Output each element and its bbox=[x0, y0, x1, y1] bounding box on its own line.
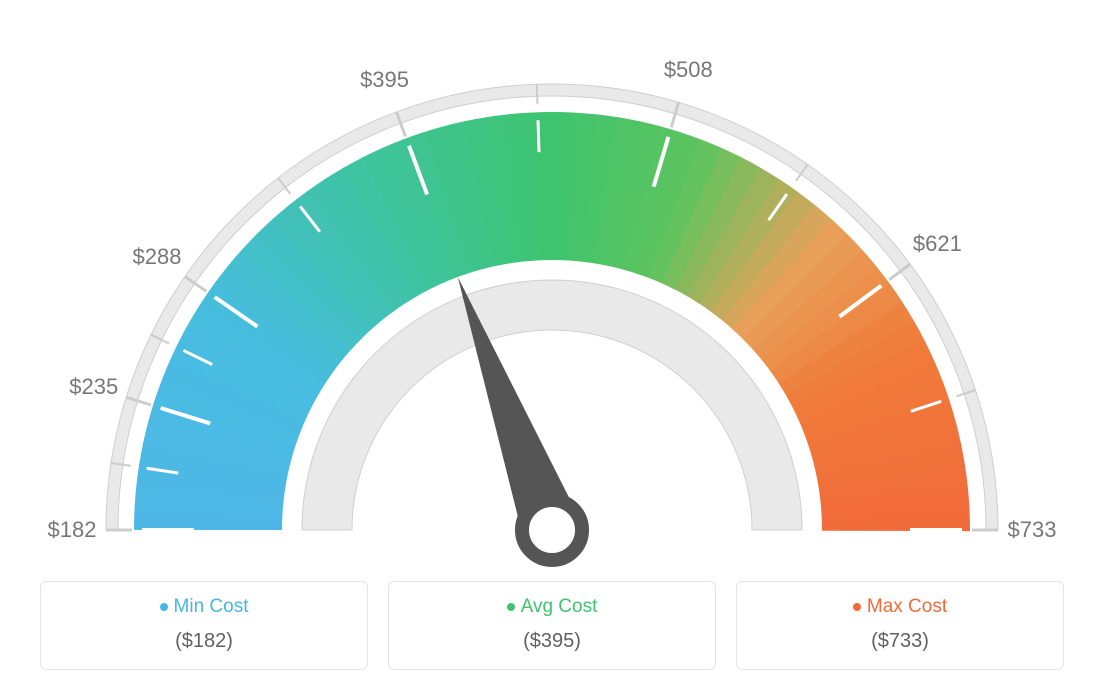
gauge-tick-label: $733 bbox=[1008, 517, 1057, 543]
legend-card-max: Max Cost ($733) bbox=[736, 581, 1064, 670]
gauge-tick-label: $621 bbox=[913, 231, 962, 257]
legend-label-avg: Avg Cost bbox=[521, 596, 598, 617]
legend-card-avg: Avg Cost ($395) bbox=[388, 581, 716, 670]
gauge-tick-label: $235 bbox=[69, 374, 118, 400]
legend-value-min: ($182) bbox=[51, 630, 357, 653]
cost-gauge-chart: $182 $235 $288 $395 $508 $621 $733 Min Cost ($… bbox=[0, 0, 1104, 690]
legend-card-min: Min Cost ($182) bbox=[40, 581, 368, 670]
gauge-tick-label: $508 bbox=[664, 57, 713, 83]
legend-value-avg: ($395) bbox=[399, 630, 705, 653]
dot-icon bbox=[160, 603, 168, 611]
legend-label-max: Max Cost bbox=[867, 596, 947, 617]
legend-label-min: Min Cost bbox=[174, 596, 249, 617]
gauge-tick-label: $182 bbox=[48, 517, 97, 543]
legend-title-avg: Avg Cost bbox=[399, 596, 705, 618]
gauge-tick-label: $288 bbox=[133, 244, 182, 270]
dot-icon bbox=[853, 603, 861, 611]
gauge-tick-label: $395 bbox=[360, 67, 409, 93]
gauge-svg bbox=[0, 0, 1104, 580]
dot-icon bbox=[507, 603, 515, 611]
gauge-area: $182 $235 $288 $395 $508 $621 $733 bbox=[0, 0, 1104, 580]
legend-row: Min Cost ($182) Avg Cost ($395) Max Cost… bbox=[0, 581, 1104, 670]
legend-title-min: Min Cost bbox=[51, 596, 357, 618]
legend-title-max: Max Cost bbox=[747, 596, 1053, 618]
legend-value-max: ($733) bbox=[747, 630, 1053, 653]
